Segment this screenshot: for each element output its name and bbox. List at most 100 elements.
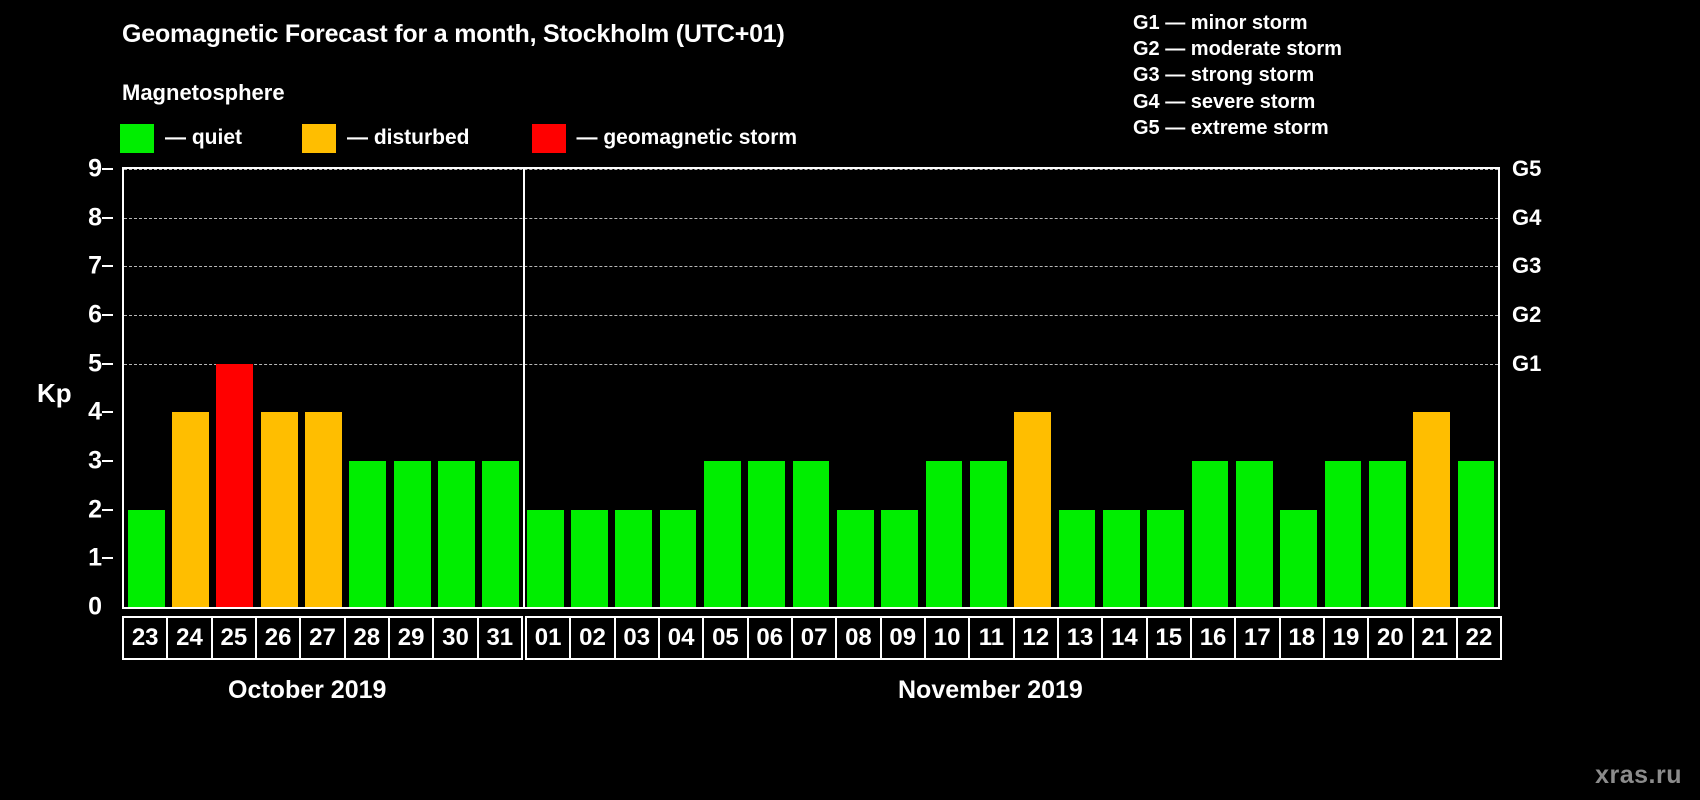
date-cell-20[interactable]: 20 — [1367, 616, 1414, 660]
plot-area — [122, 167, 1500, 609]
bar-slot — [612, 169, 656, 607]
bar-day-21[interactable] — [1413, 412, 1451, 607]
bar-day-07[interactable] — [792, 461, 830, 607]
bar-slot — [1410, 169, 1454, 607]
bar-day-25[interactable] — [216, 363, 254, 607]
y-tick-label-5: 5 — [88, 349, 102, 378]
date-cell-17[interactable]: 17 — [1234, 616, 1281, 660]
date-cell-07[interactable]: 07 — [790, 616, 838, 660]
date-cell-26[interactable]: 26 — [254, 616, 302, 660]
y-tick-mark-2 — [102, 508, 113, 511]
y-tick-label-8: 8 — [88, 203, 102, 232]
date-cell-04[interactable]: 04 — [657, 616, 705, 660]
g-axis-label-g1: G1 — [1512, 350, 1542, 376]
g-legend-row-g2: G2 — moderate storm — [1133, 38, 1342, 61]
date-cell-18[interactable]: 18 — [1278, 616, 1325, 660]
bar-slot — [1188, 169, 1232, 607]
bar-day-22[interactable] — [1457, 461, 1495, 607]
bar-day-31[interactable] — [482, 461, 520, 607]
date-cell-25[interactable]: 25 — [210, 616, 257, 660]
g-axis: G1 G2 G3 G4 G5 — [1512, 156, 1572, 609]
bar-day-04[interactable] — [659, 509, 697, 607]
y-tick-mark-1 — [102, 557, 113, 560]
date-cell-08[interactable]: 08 — [835, 616, 882, 660]
watermark: xras.ru — [1595, 761, 1682, 789]
gridline-kp-6 — [124, 315, 1498, 316]
y-tick-mark-4 — [102, 411, 113, 414]
date-cell-30[interactable]: 30 — [432, 616, 479, 660]
bar-day-16[interactable] — [1191, 461, 1229, 607]
bar-slot — [1454, 169, 1498, 607]
bar-day-23[interactable] — [127, 509, 165, 607]
date-cell-15[interactable]: 15 — [1145, 616, 1192, 660]
y-axis: 0 1 2 3 4 5 6 7 8 9 — [60, 155, 113, 621]
bar-day-30[interactable] — [438, 461, 475, 607]
date-cell-05[interactable]: 05 — [702, 616, 749, 660]
legend-label-quiet: — quiet — [165, 126, 242, 149]
bar-slot — [833, 169, 877, 607]
date-cell-16[interactable]: 16 — [1189, 616, 1237, 660]
bar-day-12[interactable] — [1014, 412, 1052, 607]
color-legend: — quiet — disturbed — geomagnetic storm — [120, 123, 797, 153]
date-cell-24[interactable]: 24 — [166, 616, 213, 660]
date-cell-09[interactable]: 09 — [879, 616, 926, 660]
bar-day-19[interactable] — [1324, 461, 1362, 607]
date-cell-31[interactable]: 31 — [476, 616, 523, 660]
bar-slot — [479, 169, 523, 607]
date-cell-28[interactable]: 28 — [343, 616, 390, 660]
g-axis-label-g2: G2 — [1512, 302, 1542, 327]
bar-day-06[interactable] — [748, 461, 786, 607]
date-cell-12[interactable]: 12 — [1012, 616, 1059, 660]
bar-slot — [1277, 169, 1321, 607]
y-tick-mark-9 — [102, 168, 113, 170]
bar-day-15[interactable] — [1147, 509, 1185, 607]
y-tick-label-9: 9 — [88, 154, 102, 183]
bars-container — [124, 169, 1498, 607]
date-cell-21[interactable]: 21 — [1411, 616, 1458, 660]
date-cell-19[interactable]: 19 — [1322, 616, 1370, 660]
bar-day-28[interactable] — [349, 461, 387, 607]
date-cell-29[interactable]: 29 — [387, 616, 435, 660]
bar-day-09[interactable] — [881, 509, 919, 607]
bar-slot — [1144, 169, 1188, 607]
date-cell-11[interactable]: 11 — [968, 616, 1015, 660]
bar-day-08[interactable] — [837, 509, 874, 607]
bar-day-26[interactable] — [260, 412, 298, 607]
bar-day-24[interactable] — [172, 412, 209, 607]
y-tick-label-1: 1 — [88, 543, 102, 572]
date-cell-13[interactable]: 13 — [1056, 616, 1104, 660]
bar-slot — [213, 169, 257, 607]
y-tick-mark-8 — [102, 216, 113, 219]
bar-day-01[interactable] — [526, 509, 564, 607]
bar-day-10[interactable] — [925, 461, 963, 607]
date-cell-14[interactable]: 14 — [1101, 616, 1148, 660]
bar-day-03[interactable] — [615, 509, 653, 607]
bar-day-18[interactable] — [1280, 509, 1318, 607]
date-cell-10[interactable]: 10 — [923, 616, 971, 660]
bar-day-13[interactable] — [1058, 509, 1096, 607]
date-cell-22[interactable]: 22 — [1455, 616, 1503, 660]
date-cell-23[interactable]: 23 — [122, 616, 169, 660]
bar-day-20[interactable] — [1368, 461, 1406, 607]
y-tick-mark-7 — [102, 265, 113, 268]
bar-day-17[interactable] — [1235, 461, 1273, 607]
bar-day-05[interactable] — [704, 461, 741, 607]
bar-day-14[interactable] — [1102, 509, 1140, 607]
bar-day-02[interactable] — [571, 509, 608, 607]
date-axis: 23 24 25 26 27 28 29 30 31 01 02 03 04 05 06 07 08 09 10 11… — [122, 616, 1503, 660]
bar-day-11[interactable] — [970, 461, 1007, 607]
date-cell-01[interactable]: 01 — [524, 616, 572, 660]
bar-slot — [523, 169, 567, 607]
bar-day-27[interactable] — [305, 412, 342, 607]
g-axis-label-g3: G3 — [1512, 253, 1542, 279]
date-cell-02[interactable]: 02 — [569, 616, 616, 660]
date-cell-06[interactable]: 06 — [746, 616, 793, 660]
legend-entry-geomagnetic-storm: — geomagnetic storm — [531, 123, 797, 153]
bar-slot — [745, 169, 789, 607]
legend-entry-quiet: — quiet — [120, 123, 242, 153]
bar-slot — [1321, 169, 1365, 607]
y-tick-label-2: 2 — [88, 495, 102, 524]
date-cell-03[interactable]: 03 — [613, 616, 660, 660]
date-cell-27[interactable]: 27 — [299, 616, 346, 660]
bar-day-29[interactable] — [393, 461, 431, 607]
